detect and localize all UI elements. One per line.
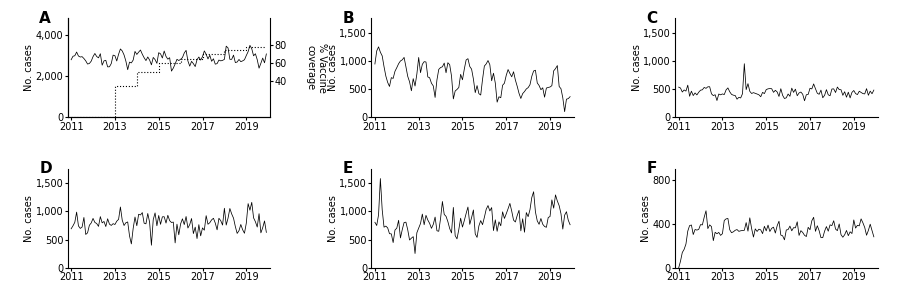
Text: A: A xyxy=(40,10,51,26)
Y-axis label: No. cases: No. cases xyxy=(24,45,34,91)
Y-axis label: % Vaccine
coverage: % Vaccine coverage xyxy=(306,43,328,93)
Y-axis label: No. cases: No. cases xyxy=(328,195,338,242)
Text: C: C xyxy=(646,10,658,26)
Text: D: D xyxy=(40,161,52,176)
Y-axis label: No. cases: No. cases xyxy=(632,45,642,91)
Y-axis label: No. cases: No. cases xyxy=(24,195,34,242)
Y-axis label: No. cases: No. cases xyxy=(328,45,338,91)
Text: E: E xyxy=(343,161,354,176)
Y-axis label: No. cases: No. cases xyxy=(641,195,651,242)
Text: F: F xyxy=(646,161,657,176)
Text: B: B xyxy=(343,10,355,26)
